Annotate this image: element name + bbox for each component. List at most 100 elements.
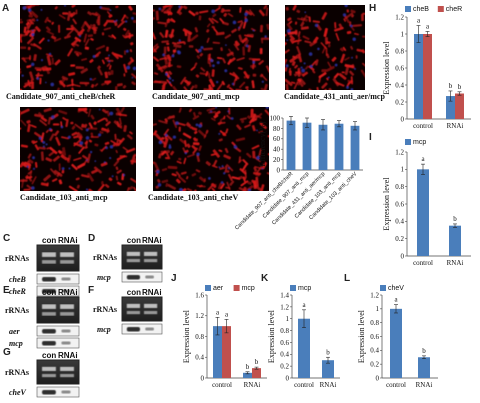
cell-nucleus <box>31 32 35 37</box>
cell-signal <box>74 50 82 56</box>
cell-signal <box>101 32 105 36</box>
rrna-band-small-rnai <box>60 373 74 378</box>
cell-signal <box>289 55 298 63</box>
cell-signal <box>129 131 133 135</box>
cell-signal <box>228 86 237 90</box>
rrna-band-small-rnai <box>60 260 74 264</box>
cell-nucleus <box>207 176 211 180</box>
legend-swatch-aer <box>205 285 211 291</box>
cell-signal <box>72 26 80 34</box>
cell-signal <box>105 120 111 127</box>
cell-signal <box>126 134 133 140</box>
cell-signal <box>312 70 316 74</box>
cell-signal <box>122 84 127 89</box>
cell-signal <box>90 132 94 138</box>
y-tick-label: 1.4 <box>280 291 289 299</box>
cell-signal <box>296 9 301 14</box>
cell-nucleus <box>125 20 128 23</box>
micrograph-caption-4: Candidate_103_anti_mcp <box>20 193 108 202</box>
cell-signal <box>106 81 110 85</box>
chart-group: 020406080100Efficiency(%)Candidate_907_a… <box>182 6 471 389</box>
cell-signal <box>91 12 98 17</box>
cell-signal <box>128 5 133 11</box>
cell-signal <box>226 181 231 191</box>
cell-signal <box>162 5 172 8</box>
cell-signal <box>266 23 269 30</box>
cell-signal <box>155 10 159 21</box>
cell-signal <box>172 119 178 129</box>
cell-signal <box>23 188 31 191</box>
cell-signal <box>207 184 213 191</box>
cell-signal <box>223 154 231 160</box>
cell-nucleus <box>218 132 221 135</box>
cell-nucleus <box>184 152 187 155</box>
cell-signal <box>71 163 78 171</box>
legend-swatch-cheB <box>405 6 411 12</box>
cell-signal <box>30 43 36 47</box>
cell-signal <box>198 145 202 152</box>
cell-signal <box>267 153 269 157</box>
cell-nucleus <box>245 44 249 48</box>
cell-signal <box>91 77 97 81</box>
y-tick-label: 0.8 <box>370 319 379 327</box>
cell-signal <box>131 73 136 81</box>
cell-signal <box>116 138 119 145</box>
x-tick-label: control <box>386 381 406 389</box>
cell-signal <box>259 184 265 191</box>
cell-signal <box>186 153 195 158</box>
cell-nucleus <box>42 145 45 148</box>
blot-gene-label: aer <box>9 327 21 336</box>
cell-signal <box>264 109 269 117</box>
cell-signal <box>252 73 257 77</box>
y-tick-label: 0.4 <box>195 354 204 362</box>
cell-signal <box>179 138 186 145</box>
cell-signal <box>199 52 204 57</box>
cell-nucleus <box>227 110 230 113</box>
cell-signal <box>203 178 207 182</box>
cell-signal <box>208 84 212 90</box>
cell-signal <box>73 157 82 161</box>
cell-signal <box>215 31 225 36</box>
cell-nucleus <box>169 81 172 84</box>
cell-signal <box>183 157 187 165</box>
cell-signal <box>258 130 264 134</box>
cell-signal <box>62 117 67 121</box>
cell-nucleus <box>105 146 108 150</box>
cell-signal <box>239 81 246 89</box>
cell-nucleus <box>304 11 307 14</box>
cell-signal <box>71 87 76 90</box>
cell-signal <box>297 67 301 77</box>
cell-nucleus <box>164 133 168 137</box>
blot-E: con RNAi rRNAs aer mcp <box>5 288 80 349</box>
cell-signal <box>66 28 75 37</box>
rrna-band-con <box>42 304 56 309</box>
cell-signal <box>69 11 76 18</box>
cell-signal <box>308 16 311 23</box>
cell-signal <box>226 114 232 120</box>
blot-G: con RNAi rRNAs cheV <box>5 351 80 398</box>
cell-signal <box>246 89 252 90</box>
cell-signal <box>111 51 119 60</box>
blot-gene-label: mcp <box>97 273 111 282</box>
cell-signal <box>58 163 61 171</box>
cell-signal <box>225 165 228 171</box>
cell-signal <box>50 35 57 40</box>
cell-signal <box>285 49 290 55</box>
cell-nucleus <box>158 140 163 145</box>
cell-signal <box>81 108 88 114</box>
cell-signal <box>300 17 308 22</box>
cell-signal <box>260 87 266 90</box>
cell-signal <box>240 180 249 187</box>
blot-gene-label: cheV <box>9 388 27 397</box>
cell-signal <box>222 21 229 26</box>
cell-signal <box>73 135 79 139</box>
legend-swatch-mcp <box>233 285 240 291</box>
cell-signal <box>208 17 215 25</box>
cell-signal <box>218 149 223 153</box>
cell-signal <box>304 65 309 70</box>
cell-signal <box>256 166 263 174</box>
rrna-band-small-rnai <box>144 310 158 315</box>
cell-signal <box>80 22 86 30</box>
cell-signal <box>227 12 234 18</box>
